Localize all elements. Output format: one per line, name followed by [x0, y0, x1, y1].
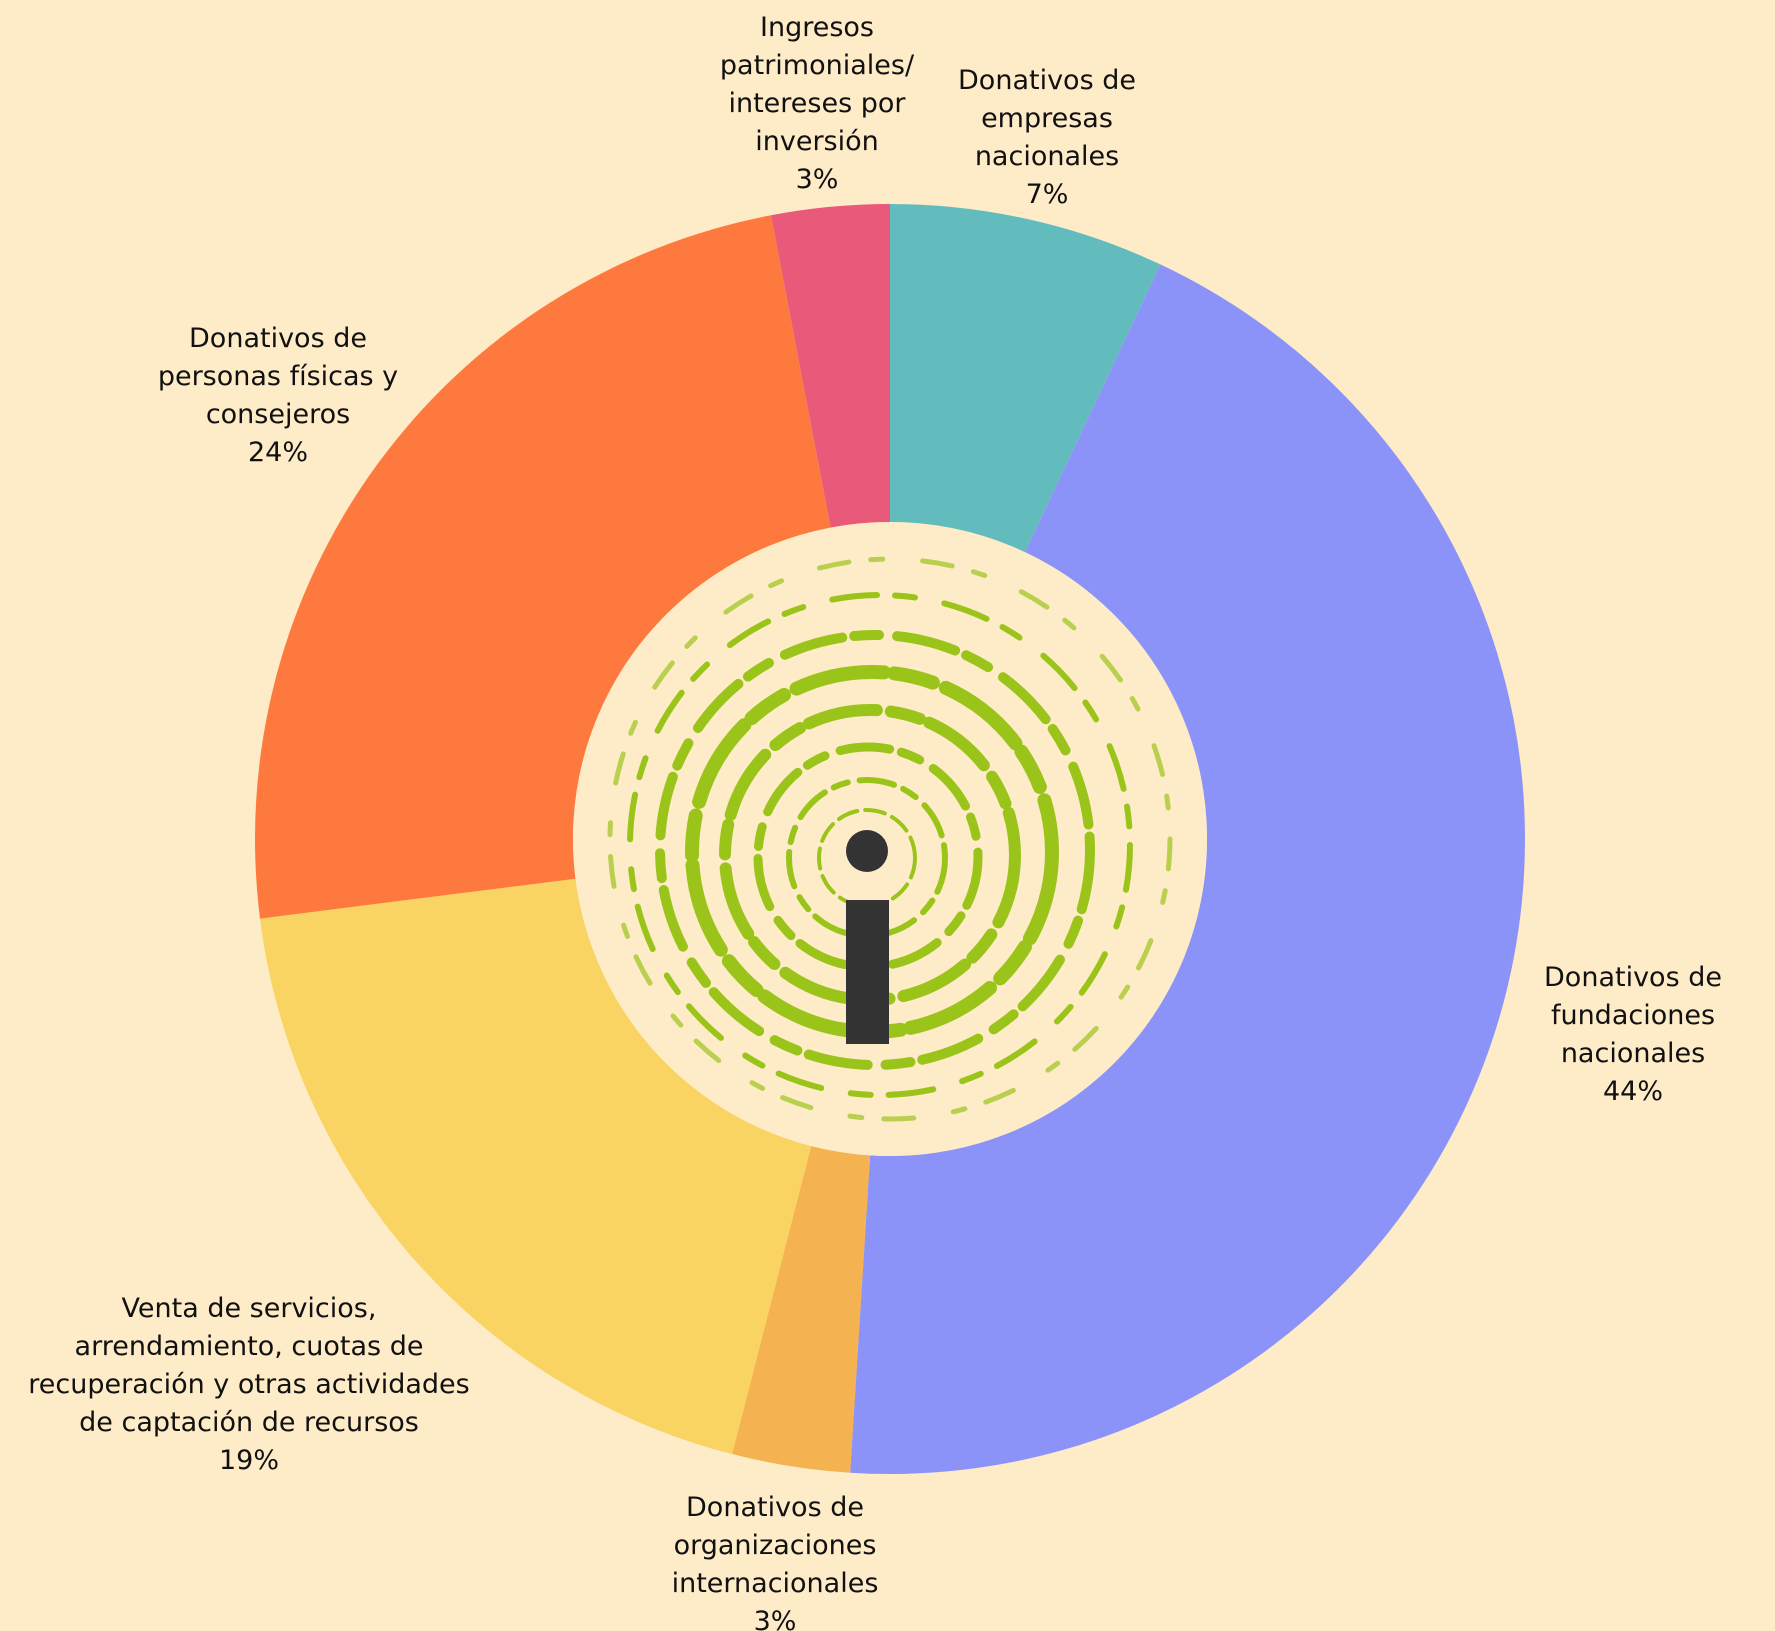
category-label: Donativos de fundaciones nacionales: [1518, 959, 1748, 1073]
value-label: 7%: [932, 176, 1162, 214]
category-label: Venta de servicios, arrendamiento, cuota…: [14, 1290, 484, 1442]
slice-label: Donativos de personas físicas y consejer…: [128, 320, 428, 472]
category-label: Donativos de empresas nacionales: [932, 62, 1162, 176]
value-label: 3%: [645, 1603, 905, 1631]
category-label: Ingresos patrimoniales/ intereses por in…: [695, 9, 940, 161]
value-label: 24%: [128, 434, 428, 472]
slice-label: Donativos de organizaciones internaciona…: [645, 1489, 905, 1631]
category-label: Donativos de personas físicas y consejer…: [128, 320, 428, 434]
value-label: 44%: [1518, 1073, 1748, 1111]
value-label: 3%: [695, 161, 940, 199]
chart: Donativos de empresas nacionales7%Donati…: [0, 0, 1775, 1631]
slice-label: Ingresos patrimoniales/ intereses por in…: [695, 9, 940, 199]
slice-label: Venta de servicios, arrendamiento, cuota…: [14, 1290, 484, 1480]
value-label: 19%: [14, 1442, 484, 1480]
center-logo: [573, 522, 1207, 1156]
category-label: Donativos de organizaciones internaciona…: [645, 1489, 905, 1603]
